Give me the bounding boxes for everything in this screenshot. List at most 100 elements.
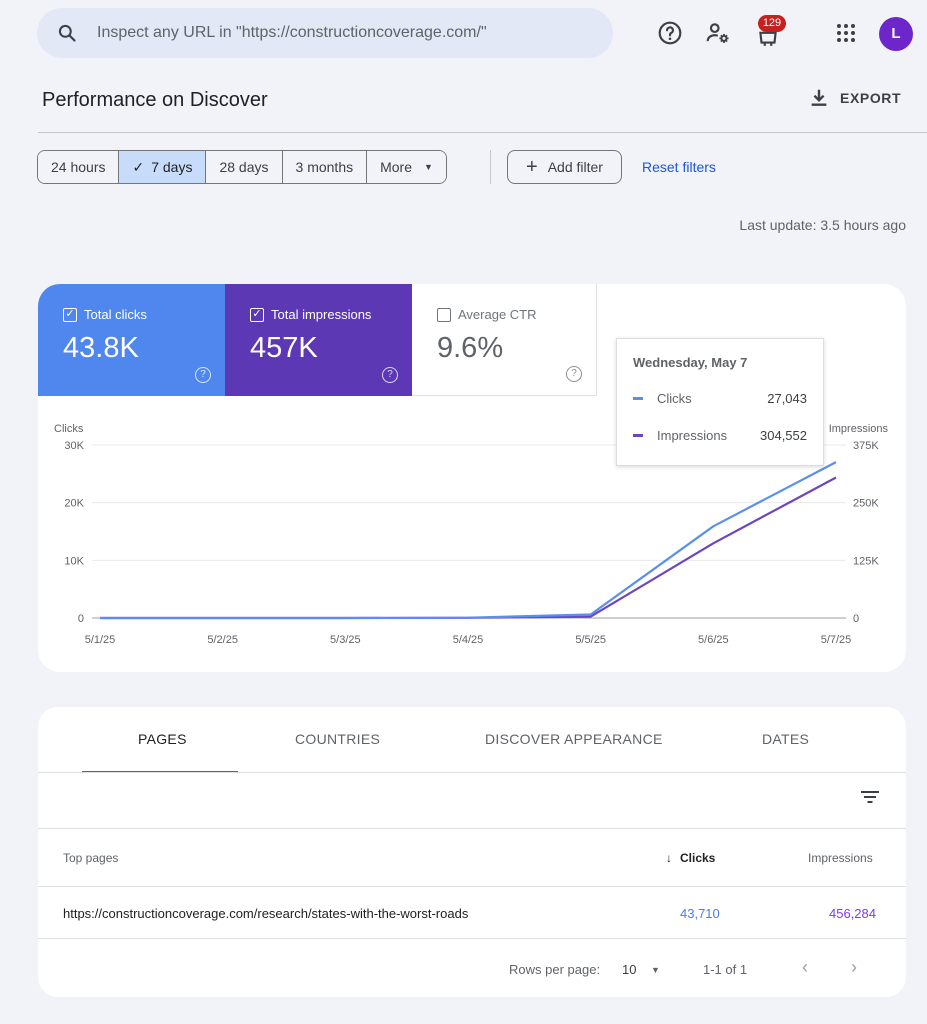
add-filter-button[interactable]: + Add filter bbox=[507, 150, 622, 184]
right-axis-tick-label: 0 bbox=[853, 613, 859, 625]
left-axis-tick-label: 30K bbox=[64, 440, 84, 452]
x-axis-tick-label: 5/5/25 bbox=[575, 634, 606, 646]
range-label: More bbox=[380, 159, 413, 175]
series-line-clicks bbox=[100, 461, 837, 620]
header-row-divider bbox=[38, 886, 906, 887]
help-icon[interactable]: ? bbox=[195, 367, 211, 383]
row-page-url[interactable]: https://constructioncoverage.com/researc… bbox=[63, 906, 469, 921]
last-update-text: Last update: 3.5 hours ago bbox=[739, 217, 906, 233]
legend-swatch bbox=[633, 434, 643, 437]
next-page-icon[interactable]: › bbox=[851, 957, 857, 977]
x-axis-tick-label: 5/3/25 bbox=[330, 634, 361, 646]
tooltip-value: 304,552 bbox=[760, 428, 807, 443]
tab-countries[interactable]: COUNTRIES bbox=[295, 731, 381, 747]
tab-pages[interactable]: PAGES bbox=[138, 731, 187, 747]
notification-badge: 129 bbox=[758, 15, 786, 32]
column-header-label: Clicks bbox=[680, 851, 716, 865]
rows-per-page-label: Rows per page: bbox=[509, 962, 601, 977]
download-icon bbox=[811, 89, 827, 106]
row-impressions: 456,284 bbox=[829, 906, 876, 921]
checkbox-checked-icon[interactable]: ✓ bbox=[250, 307, 264, 322]
tooltip-label: Clicks bbox=[657, 391, 692, 406]
row-clicks: 43,710 bbox=[680, 906, 720, 921]
x-axis-tick-label: 5/1/25 bbox=[85, 634, 116, 646]
filter-separator bbox=[490, 150, 491, 184]
left-axis-tick-label: 0 bbox=[78, 613, 84, 625]
plus-icon: + bbox=[526, 156, 538, 178]
range-label: 28 days bbox=[219, 159, 269, 175]
metric-label: Average CTR bbox=[458, 307, 537, 322]
range-24-hours[interactable]: 24 hours bbox=[38, 151, 120, 183]
notifications-icon[interactable] bbox=[755, 22, 781, 48]
range-label: 24 hours bbox=[51, 159, 106, 175]
column-header-impressions[interactable]: Impressions bbox=[808, 851, 873, 865]
avatar[interactable]: L bbox=[879, 17, 913, 51]
range-label: 7 days bbox=[151, 159, 193, 175]
tooltip-row-clicks: Clicks 27,043 bbox=[633, 391, 807, 406]
checkbox-checked-icon[interactable]: ✓ bbox=[63, 307, 77, 322]
chart-tooltip: Wednesday, May 7 Clicks 27,043 Impression… bbox=[616, 338, 824, 466]
range-7-days[interactable]: ✓ 7 days bbox=[119, 151, 207, 183]
search-input[interactable] bbox=[97, 8, 597, 58]
performance-chart: 0 10K 20K 30K 0 125K 250K 375K Clicks Impressions… bbox=[54, 423, 889, 646]
rows-per-page-select[interactable]: 10 bbox=[622, 962, 637, 977]
x-axis-tick-label: 5/7/25 bbox=[821, 634, 852, 646]
metric-average-ctr[interactable]: Average CTR 9.6% ? bbox=[412, 284, 597, 396]
date-range-selector: 24 hours ✓ 7 days 28 days 3 months More ▼ bbox=[37, 150, 447, 184]
metric-label: Total impressions bbox=[271, 307, 372, 322]
series-line-impressions bbox=[100, 476, 837, 620]
tooltip-label: Impressions bbox=[657, 428, 728, 443]
metric-total-clicks[interactable]: ✓ Total clicks 43.8K ? bbox=[38, 284, 225, 396]
tabs-divider bbox=[38, 772, 906, 773]
column-header-clicks[interactable]: ↓ Clicks bbox=[666, 851, 715, 865]
prev-page-icon[interactable]: ‹ bbox=[802, 957, 808, 977]
export-label: EXPORT bbox=[840, 90, 902, 106]
metric-value: 9.6% bbox=[437, 332, 504, 364]
tooltip-row-impressions: Impressions 304,552 bbox=[633, 428, 807, 443]
range-more-dropdown[interactable]: More ▼ bbox=[367, 151, 446, 183]
right-axis-tick-label: 375K bbox=[853, 440, 879, 452]
filter-icon[interactable] bbox=[860, 789, 880, 805]
x-axis-tick-label: 5/4/25 bbox=[453, 634, 484, 646]
right-axis-label: Impressions bbox=[829, 423, 889, 435]
export-button[interactable]: EXPORT bbox=[808, 87, 901, 109]
left-axis-tick-label: 20K bbox=[64, 498, 84, 510]
metric-value: 457K bbox=[250, 332, 318, 364]
reset-filters-link[interactable]: Reset filters bbox=[642, 159, 716, 175]
sort-arrow-down-icon: ↓ bbox=[666, 851, 672, 865]
range-28-days[interactable]: 28 days bbox=[206, 151, 283, 183]
legend-swatch bbox=[633, 397, 643, 400]
tooltip-date: Wednesday, May 7 bbox=[633, 355, 748, 370]
right-axis-tick-label: 125K bbox=[853, 555, 879, 567]
user-settings-icon[interactable] bbox=[705, 20, 731, 46]
tab-dates[interactable]: DATES bbox=[762, 731, 810, 747]
help-icon[interactable] bbox=[657, 20, 683, 46]
left-axis-label: Clicks bbox=[54, 423, 84, 435]
add-filter-label: Add filter bbox=[547, 159, 603, 175]
caret-down-icon[interactable]: ▼ bbox=[651, 965, 660, 975]
metric-label: Total clicks bbox=[84, 307, 147, 322]
search-bar[interactable] bbox=[37, 8, 613, 58]
left-axis-tick-label: 10K bbox=[64, 555, 84, 567]
check-icon: ✓ bbox=[132, 158, 145, 175]
page-title: Performance on Discover bbox=[42, 89, 268, 111]
x-axis-tick-label: 5/2/25 bbox=[207, 634, 238, 646]
x-axis-tick-label: 5/6/25 bbox=[698, 634, 729, 646]
row-divider bbox=[38, 938, 906, 939]
range-label: 3 months bbox=[295, 159, 354, 175]
apps-grid-icon[interactable] bbox=[834, 20, 858, 46]
pagination-range: 1-1 of 1 bbox=[703, 962, 748, 977]
tooltip-value: 27,043 bbox=[767, 391, 807, 406]
header-divider bbox=[38, 132, 927, 133]
help-icon[interactable]: ? bbox=[382, 367, 398, 383]
metric-value: 43.8K bbox=[63, 332, 139, 364]
tab-discover-appearance[interactable]: DISCOVER APPEARANCE bbox=[485, 731, 663, 747]
caret-down-icon: ▼ bbox=[424, 162, 433, 172]
help-icon[interactable]: ? bbox=[566, 366, 582, 382]
checkbox-unchecked-icon[interactable] bbox=[437, 307, 451, 322]
range-3-months[interactable]: 3 months bbox=[282, 151, 368, 183]
toolbar-divider bbox=[38, 828, 906, 829]
metric-total-impressions[interactable]: ✓ Total impressions 457K ? bbox=[225, 284, 412, 396]
search-icon bbox=[58, 24, 76, 42]
column-header-top-pages[interactable]: Top pages bbox=[63, 851, 119, 865]
